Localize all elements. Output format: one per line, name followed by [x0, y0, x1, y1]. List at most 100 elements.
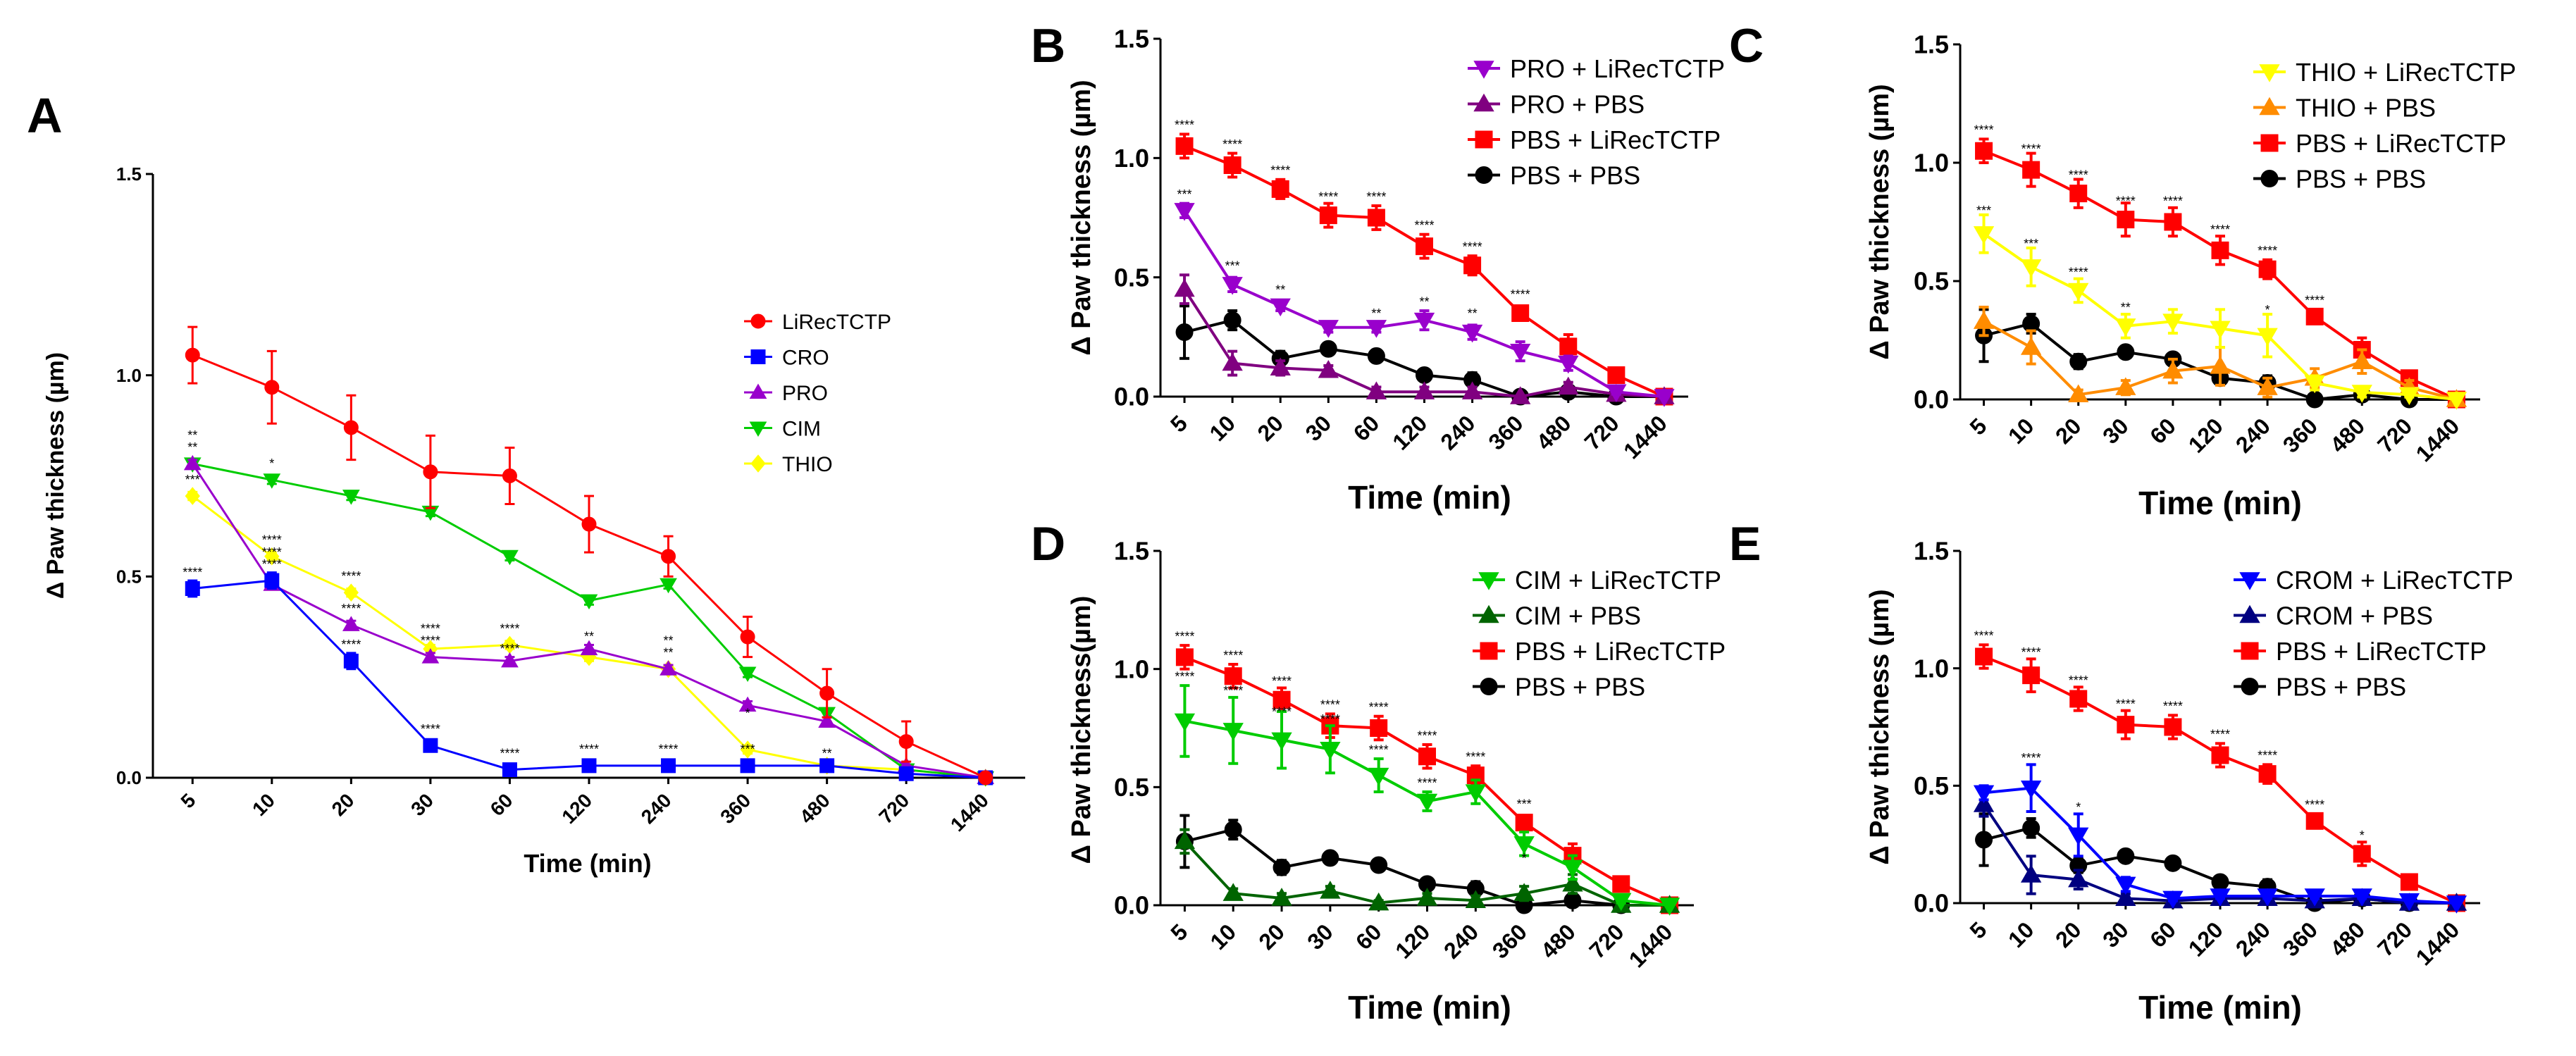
- x-tick-label: 10: [1204, 410, 1240, 446]
- data-point: [2258, 260, 2277, 278]
- significance-label: ****: [182, 565, 202, 579]
- data-point: [2068, 869, 2089, 888]
- data-point: [423, 738, 438, 753]
- x-tick-label: 120: [1387, 410, 1432, 454]
- significance-label: ****: [2069, 673, 2088, 688]
- significance-label: ****: [1511, 287, 1530, 302]
- data-point: [2162, 890, 2184, 909]
- significance-label: ****: [1366, 190, 1386, 204]
- data-point: [1370, 856, 1388, 874]
- data-point: [2257, 377, 2278, 395]
- data-point: [818, 712, 836, 728]
- data-point: [740, 740, 755, 759]
- significance-label: ****: [2021, 142, 2041, 156]
- significance-label: **: [1468, 306, 1478, 321]
- x-tick-label: 20: [328, 789, 359, 820]
- data-point: [819, 758, 835, 774]
- data-point: [2353, 845, 2371, 863]
- legend-marker: [749, 383, 767, 399]
- data-point: [2117, 211, 2135, 229]
- legend-label: PRO + PBS: [1510, 89, 1645, 118]
- significance-label: ****: [2305, 294, 2324, 308]
- series-cim-lirectctp: [1174, 684, 1680, 916]
- legend-marker: [1475, 166, 1493, 184]
- data-point: [185, 347, 200, 363]
- significance-label: *: [2265, 303, 2270, 317]
- legend-item: PBS + PBS: [1473, 672, 1645, 701]
- significance-label: ***: [1976, 204, 1991, 218]
- x-tick-label: 10: [2003, 413, 2039, 449]
- data-point: [2020, 864, 2042, 883]
- series-lirectctp: [185, 325, 993, 785]
- data-point: [2398, 893, 2420, 912]
- data-point: [581, 758, 597, 774]
- significance-label: ****: [262, 533, 282, 547]
- x-tick-label: 5: [1165, 919, 1192, 945]
- x-tick-label: 360: [2278, 917, 2322, 961]
- data-point: [2068, 384, 2089, 402]
- data-point: [1510, 343, 1531, 362]
- data-point: [1612, 875, 1630, 893]
- x-tick-label: 60: [486, 789, 517, 820]
- x-tick-label: 240: [1439, 919, 1483, 963]
- data-point: [580, 594, 598, 610]
- data-point: [740, 758, 755, 774]
- series-crom-lirectctp: [1973, 763, 2467, 914]
- chart-panel-a: A 0.0 0.5 1.0 1.5 5 10 20 30 60 120 240 360 480 720 144…: [27, 88, 1025, 878]
- significance-label: **: [187, 428, 197, 442]
- panel-letter: D: [1031, 517, 1065, 571]
- data-point: [1416, 888, 1438, 906]
- legend-item: THIO + LiRecTCTP: [2253, 58, 2516, 87]
- data-point: [1321, 849, 1339, 867]
- legend-item: PBS + LiRecTCTP: [1473, 637, 1726, 666]
- x-tick-label: 120: [2184, 413, 2228, 457]
- data-point: [2068, 827, 2089, 846]
- data-point: [2069, 352, 2088, 371]
- y-tick-label: 0.0: [1914, 889, 1949, 918]
- legend-label: PBS + LiRecTCTP: [2296, 129, 2506, 158]
- significance-label: ****: [2069, 265, 2088, 279]
- data-point: [1465, 784, 1486, 802]
- significance-label: ***: [2024, 237, 2038, 251]
- data-point: [738, 666, 757, 682]
- data-point: [1366, 381, 1387, 399]
- legend-label: CIM: [782, 417, 821, 440]
- x-tick-label: 10: [2003, 917, 2039, 952]
- legend-marker: [2259, 64, 2280, 82]
- data-point: [1975, 142, 1993, 160]
- legend-label: CRO: [782, 346, 829, 369]
- panel-letter: A: [27, 88, 63, 143]
- significance-label: ****: [2163, 194, 2183, 208]
- significance-label: ****: [1320, 712, 1340, 726]
- data-point: [1175, 648, 1194, 666]
- x-tick-label: 240: [2231, 917, 2275, 961]
- significance-label: ***: [741, 743, 755, 757]
- y-tick-label: 1.5: [1114, 25, 1149, 54]
- significance-label: ****: [500, 621, 519, 635]
- data-point: [342, 490, 360, 505]
- y-tick-label: 1.0: [116, 365, 142, 386]
- legend-marker: [750, 349, 766, 364]
- data-point: [2069, 690, 2088, 708]
- x-axis-title: Time (min): [1348, 479, 1511, 516]
- data-point: [2398, 387, 2420, 406]
- data-point: [1559, 337, 1578, 356]
- legend-marker: [2239, 604, 2260, 623]
- data-point: [264, 380, 280, 395]
- x-tick-label: 30: [2098, 917, 2134, 952]
- data-point: [1611, 893, 1632, 912]
- data-point: [2446, 895, 2467, 914]
- y-axis-title: Δ Paw thickness (µm): [42, 352, 69, 599]
- chart-panel-b: B 0.0 0.5 1.0 1.5 5 10 20 30 60 120 240 360 480 720144…: [1031, 19, 1725, 516]
- data-point: [343, 420, 359, 435]
- significance-label: **: [664, 646, 674, 660]
- legend-item: LiRecTCTP: [744, 311, 891, 334]
- legend-marker: [2241, 642, 2259, 660]
- significance-label: ****: [2258, 749, 2277, 763]
- data-point: [1973, 311, 1995, 329]
- data-point: [1973, 785, 1995, 804]
- data-point: [1224, 667, 1242, 685]
- data-point: [1562, 859, 1583, 878]
- significance-label: ****: [2258, 244, 2277, 258]
- significance-label: *: [745, 706, 750, 720]
